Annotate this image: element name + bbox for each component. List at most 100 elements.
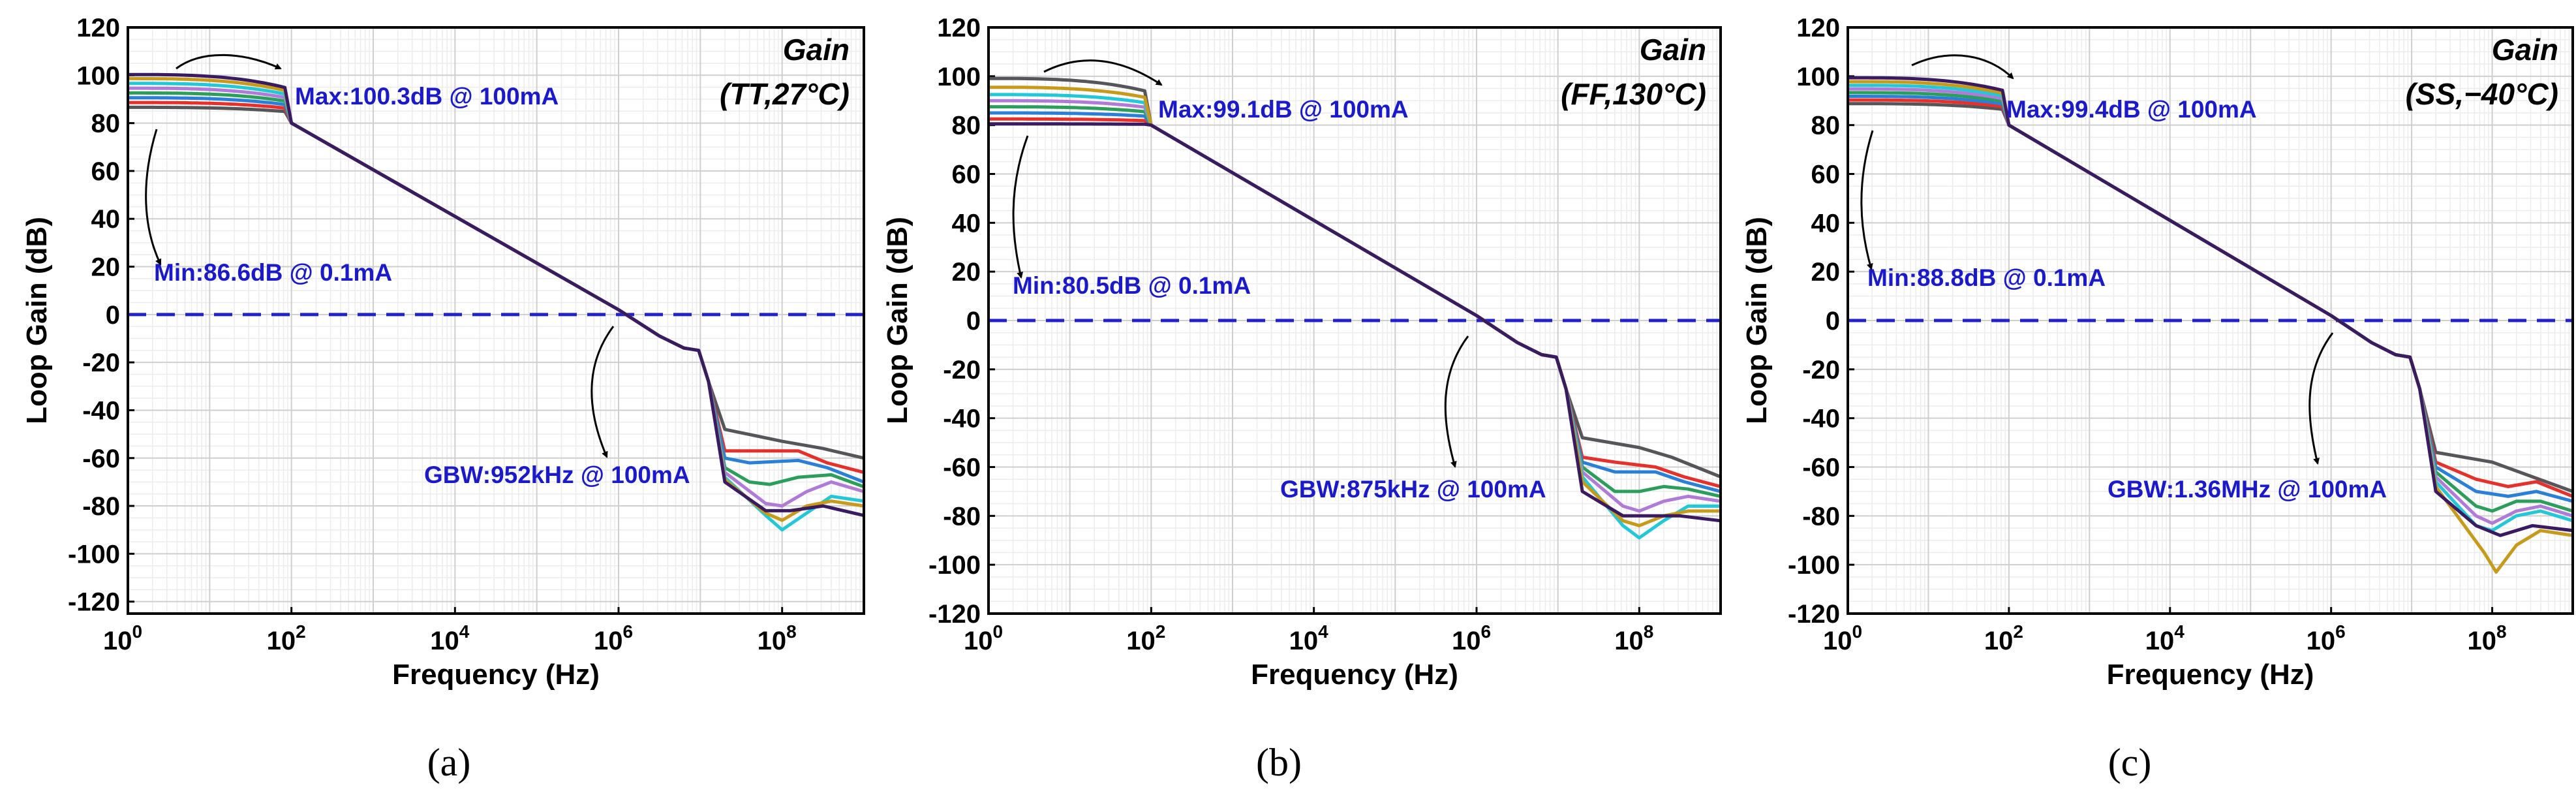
x-tick-label: 104 xyxy=(1289,621,1328,655)
y-tick-label: -100 xyxy=(928,551,981,580)
plot-frame xyxy=(127,26,865,615)
series-line xyxy=(128,101,865,475)
y-tick-label: 60 xyxy=(1811,161,1841,189)
series-line xyxy=(128,72,865,518)
series-line xyxy=(1848,76,2573,537)
arrow-min xyxy=(1860,130,1874,270)
y-tick-label: 20 xyxy=(1811,258,1841,287)
annotation-min: Min:86.6dB @ 0.1mA xyxy=(154,259,392,286)
x-tick-label: 108 xyxy=(758,621,797,655)
y-tick-label: -100 xyxy=(1788,551,1840,580)
chart-title-line1: Gain xyxy=(2492,33,2558,67)
y-tick-label: -40 xyxy=(1802,405,1840,433)
annotation-gbw: GBW:1.36MHz @ 100mA xyxy=(2108,476,2387,503)
series-line xyxy=(128,76,865,522)
x-axis-label: Frequency (Hz) xyxy=(392,659,600,691)
y-tick-label: -80 xyxy=(943,502,981,531)
x-tick-label: 106 xyxy=(594,621,633,655)
y-tick-label: -120 xyxy=(928,600,981,629)
y-tick-label: 20 xyxy=(91,253,121,282)
y-tick-label: 80 xyxy=(952,112,981,140)
y-tick-label: 100 xyxy=(76,61,120,90)
x-tick-label: 104 xyxy=(2145,621,2185,655)
x-tick-label: 102 xyxy=(1126,621,1165,655)
y-axis-label: Loop Gain (dB) xyxy=(21,217,53,424)
plot-frame xyxy=(1847,26,2574,615)
y-tick-label: -60 xyxy=(943,454,981,482)
y-tick-label: 40 xyxy=(952,209,981,238)
series-line xyxy=(989,99,1721,513)
y-tick-label: -100 xyxy=(68,540,120,569)
chart-title-line2: (SS,−40°C) xyxy=(2406,77,2558,111)
y-tick-label: -40 xyxy=(82,396,120,425)
y-tick-label: -120 xyxy=(1788,600,1840,629)
arrow-min xyxy=(145,129,162,266)
x-tick-label: 108 xyxy=(2468,621,2507,655)
x-tick-label: 100 xyxy=(1823,621,1862,655)
y-tick-label: 60 xyxy=(91,157,121,186)
series-line xyxy=(989,105,1721,498)
annotation-max: Max:99.4dB @ 100mA xyxy=(2006,96,2257,123)
arrow-max xyxy=(1043,59,1163,86)
series-line xyxy=(989,122,1721,523)
annotation-max: Max:100.3dB @ 100mA xyxy=(295,83,559,110)
x-tick-label: 106 xyxy=(2307,621,2346,655)
series-line xyxy=(128,96,865,484)
y-tick-label: -20 xyxy=(1802,356,1840,384)
y-tick-label: 40 xyxy=(1811,209,1841,238)
chart-title-line1: Gain xyxy=(783,33,850,67)
x-axis-label: Frequency (Hz) xyxy=(1251,659,1458,691)
y-tick-label: 120 xyxy=(76,14,120,42)
annotation-gbw: GBW:952kHz @ 100mA xyxy=(424,461,690,488)
x-tick-label: 100 xyxy=(103,621,142,655)
arrow-gbw xyxy=(2308,332,2334,465)
y-tick-label: 0 xyxy=(106,301,120,330)
annotation-max: Max:99.1dB @ 100mA xyxy=(1158,96,1409,123)
x-tick-label: 100 xyxy=(964,621,1003,655)
y-tick-label: -40 xyxy=(943,405,981,433)
y-tick-label: 40 xyxy=(91,205,121,234)
y-axis-label: Loop Gain (dB) xyxy=(1741,217,1773,424)
x-tick-label: 102 xyxy=(267,621,306,655)
series-line xyxy=(128,86,865,508)
chart-title-line2: (FF,130°C) xyxy=(1561,77,1706,111)
y-tick-label: 60 xyxy=(952,161,981,189)
series-line xyxy=(1848,91,2573,513)
panel-label: (a) xyxy=(427,741,471,784)
y-tick-label: -20 xyxy=(82,349,120,377)
arrow-gbw xyxy=(590,326,615,458)
y-tick-label: 120 xyxy=(937,14,981,42)
annotation-min: Min:88.8dB @ 0.1mA xyxy=(1867,264,2106,291)
series-line xyxy=(989,111,1721,493)
plot-frame xyxy=(987,26,1722,615)
x-tick-label: 108 xyxy=(1614,621,1653,655)
y-tick-label: -80 xyxy=(1802,502,1840,531)
annotation-min: Min:80.5dB @ 0.1mA xyxy=(1013,272,1251,299)
chart-panel-1: 120 100 80 60 40 20 0 -20 -40 -60 -80 -100 -120 100 10… xyxy=(21,14,865,784)
y-axis-label: Loop Gain (dB) xyxy=(882,217,913,424)
y-tick-label: 100 xyxy=(937,63,981,91)
y-tick-label: -60 xyxy=(82,445,120,473)
y-tick-label: -120 xyxy=(68,588,120,617)
y-tick-label: 80 xyxy=(91,110,121,138)
y-tick-label: -60 xyxy=(1802,454,1840,482)
chart-title-line1: Gain xyxy=(1640,33,1706,67)
y-tick-label: 0 xyxy=(1826,307,1840,336)
arrow-min xyxy=(1012,135,1029,279)
annotation-gbw: GBW:875kHz @ 100mA xyxy=(1280,476,1546,503)
arrow-max xyxy=(1911,54,2014,80)
arrow-gbw xyxy=(1444,336,1469,468)
x-tick-label: 106 xyxy=(1452,621,1491,655)
y-tick-label: -80 xyxy=(82,492,120,521)
y-tick-label: 80 xyxy=(1811,112,1841,140)
panel-label: (b) xyxy=(1256,741,1302,784)
y-tick-label: -20 xyxy=(943,356,981,384)
x-tick-label: 102 xyxy=(1984,621,2023,655)
y-tick-label: 100 xyxy=(1796,63,1840,91)
x-tick-label: 104 xyxy=(430,621,470,655)
chart-title-line2: (TT,27°C) xyxy=(720,77,850,111)
x-axis-label: Frequency (Hz) xyxy=(2107,659,2314,691)
